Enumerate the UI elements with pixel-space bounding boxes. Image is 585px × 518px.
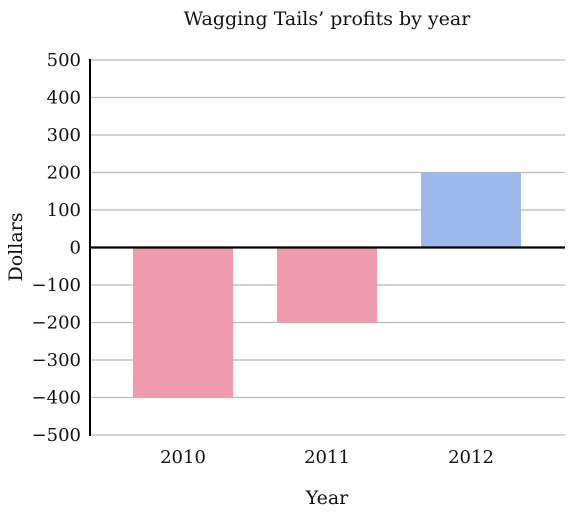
y-tick-label: −100 [32,275,81,296]
y-tick-label: −400 [32,388,81,409]
y-axis-label: Dollars [5,213,27,282]
y-tick-label: −200 [32,313,81,334]
y-tick-label: −300 [32,350,81,371]
bar-2010 [133,247,233,398]
y-tick-label: 300 [47,125,81,146]
bar-2011 [277,247,377,323]
bars [133,172,521,398]
y-tick-label: 200 [47,163,81,184]
y-tick-label: 500 [47,50,81,71]
y-tick-label: 100 [47,200,81,221]
x-tick-label: 2010 [160,447,206,468]
x-axis-label: Year [305,487,349,509]
bar-2012 [421,172,521,248]
y-tick-labels: 500 400 300 200 100 0 −100 −200 −300 −400 −500 [32,50,81,446]
y-tick-label: 0 [70,238,81,259]
chart-title: Wagging Tails’ profits by year [184,8,472,30]
y-tick-label: −500 [32,425,81,446]
x-tick-label: 2012 [448,447,494,468]
y-tick-label: 400 [47,88,81,109]
x-tick-labels: 2010 2011 2012 [160,447,494,468]
x-tick-label: 2011 [304,447,350,468]
